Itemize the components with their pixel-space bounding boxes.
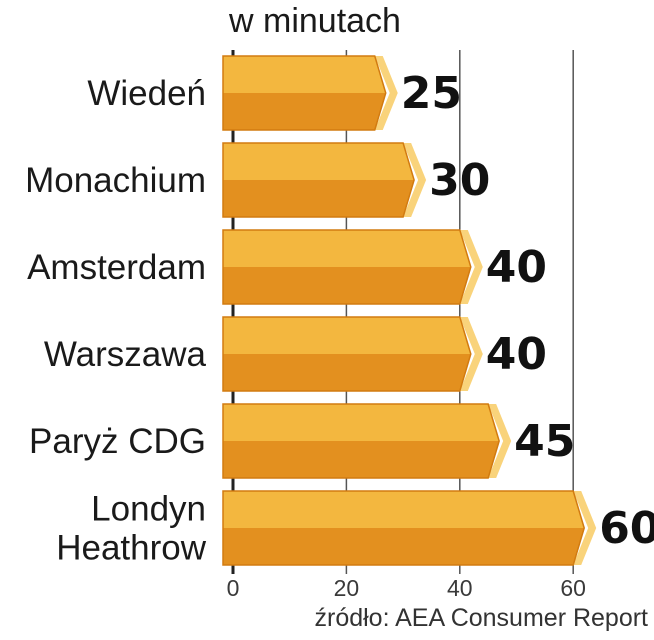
bar-bottom-face [223,93,386,130]
bar-top-face [223,491,585,528]
value-label: 40 [486,329,547,380]
x-tick-label: 40 [447,575,473,601]
category-label-line: Heathrow [56,529,207,568]
category-label-line: Warszawa [44,335,207,374]
value-label: 45 [514,416,575,467]
bar-bottom-face [223,441,500,478]
value-label: 25 [401,68,462,119]
bar-outline [222,316,472,392]
bar-outline [222,55,387,131]
bar-top-face [223,230,471,267]
bar-outline [222,490,585,566]
category-label: Paryż CDG [29,422,206,461]
x-tick-label: 60 [560,575,586,601]
category-label-line: Monachium [25,161,206,200]
category-label-line: Wiedeń [87,74,206,113]
x-tick-label: 0 [227,575,240,601]
bar-end-cap [488,404,512,478]
bar-bottom-face [223,354,471,391]
category-label-line: Paryż CDG [29,422,206,461]
value-label: 60 [599,503,654,554]
category-label-line: Amsterdam [27,248,206,287]
bar-top-face [223,404,500,441]
value-labels: 25 30 40 40 45 60 [401,68,654,554]
unit-label: w minutach [228,2,401,40]
category-label: Londyn Heathrow [56,490,207,568]
bar-outline [222,229,472,305]
gridlines [231,50,574,574]
bar-end-cap [374,56,398,130]
x-axis-ticks: 0 20 40 60 [227,575,586,601]
bar-end-cap [459,230,483,304]
bars [222,55,597,566]
source-note: źródło: AEA Consumer Report [315,604,649,632]
bar-end-cap [403,143,427,217]
bar-top-face [223,317,471,354]
value-label: 30 [429,155,490,206]
bar-end-cap [573,491,597,565]
bar-bottom-face [223,267,471,304]
x-tick-label: 20 [334,575,360,601]
bar-end-cap [459,317,483,391]
category-label: Warszawa [44,335,207,374]
bar-bottom-face [223,180,415,217]
bar-top-face [223,143,415,180]
bar-top-face [223,56,386,93]
bar-outline [222,403,500,479]
category-label: Wiedeń [87,74,206,113]
category-label-line: Londyn [91,490,206,529]
category-label: Amsterdam [27,248,206,287]
category-labels: Wiedeń Monachium Amsterdam Warszawa Paryż CD… [25,74,207,568]
bar-bottom-face [223,528,585,565]
bar-outline [222,142,415,218]
value-label: 40 [486,242,547,293]
category-label: Monachium [25,161,206,200]
